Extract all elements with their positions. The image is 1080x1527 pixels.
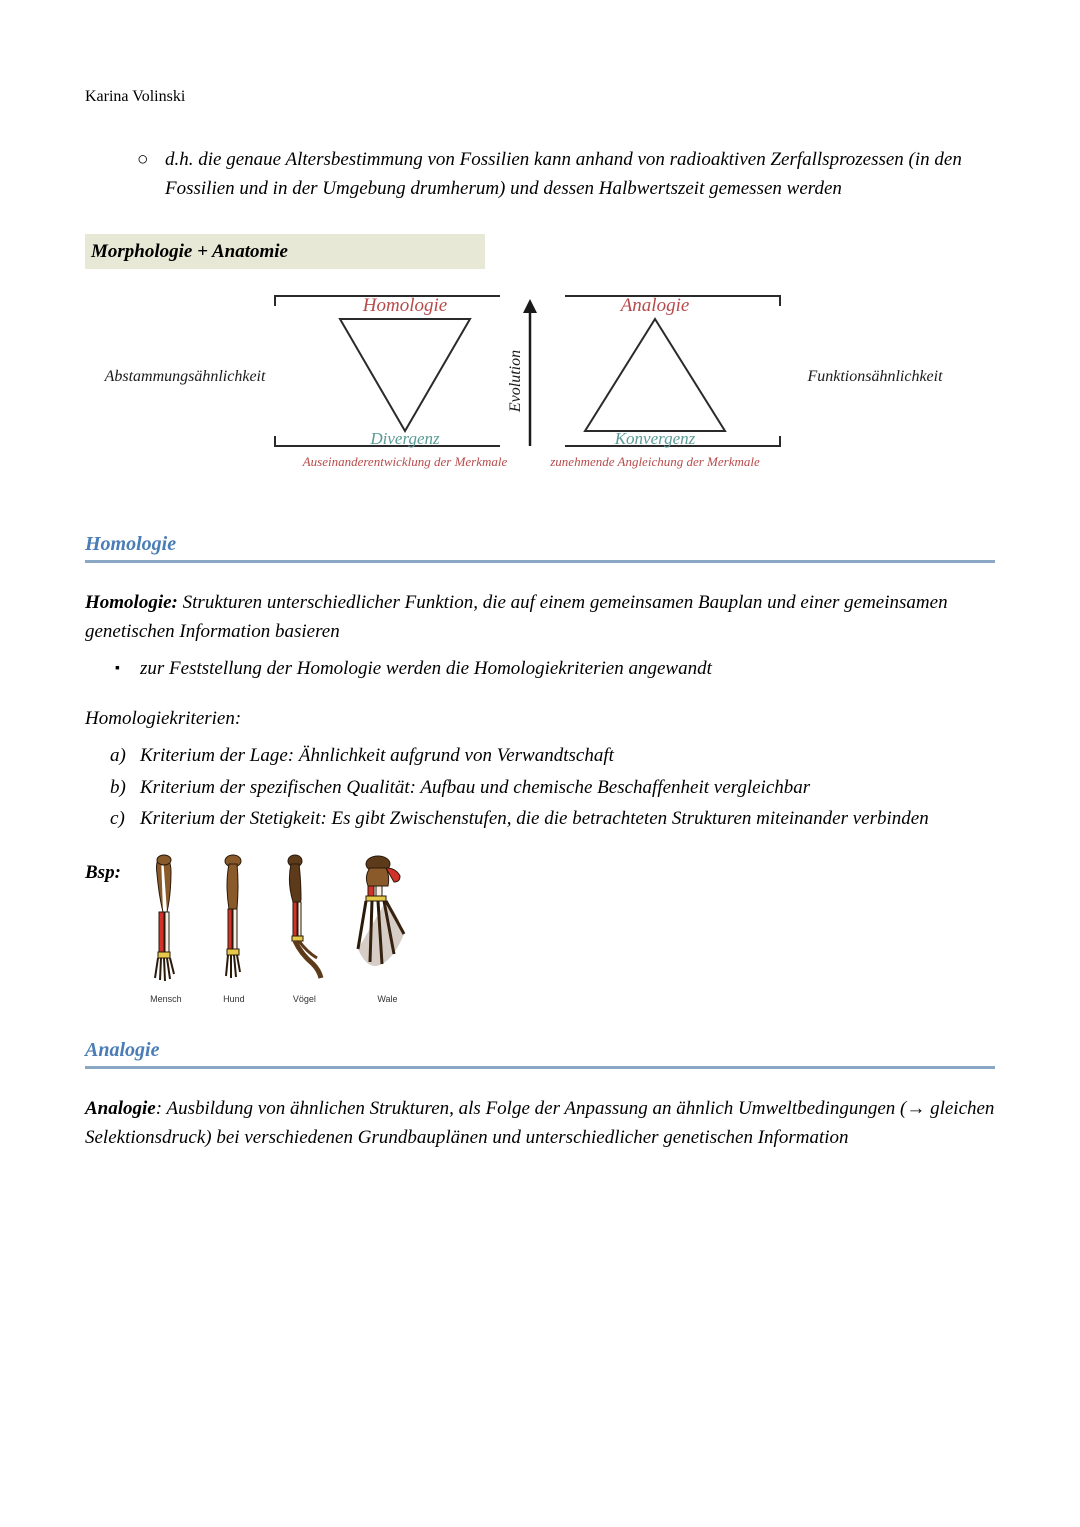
intro-bullet: d.h. die genaue Altersbestimmung von Fos… — [165, 145, 995, 204]
analogie-definition: Analogie: Ausbildung von ähnlichen Struk… — [85, 1094, 995, 1153]
homologie-def-label: Homologie: — [85, 592, 178, 613]
diagram-evolution-label: Evolution — [507, 350, 524, 413]
kriterium-b: Kriterium der spezifischen Qualität: Auf… — [140, 773, 995, 802]
limb-wale: Wale — [350, 854, 425, 1007]
analogie-def-label: Analogie — [85, 1098, 156, 1119]
limb-caption-wale: Wale — [377, 993, 397, 1007]
diagram-analogie-label: Analogie — [619, 295, 690, 316]
author-name: Karina Volinski — [85, 85, 995, 110]
limb-mensch: Mensch — [141, 854, 191, 1007]
homologie-bullets: zur Feststellung der Homologie werden di… — [85, 654, 995, 683]
diagram-auseinander-label: Auseinanderentwicklung der Merkmale — [302, 454, 508, 469]
homologie-definition: Homologie: Strukturen unterschiedlicher … — [85, 588, 995, 647]
diagram-konvergenz-label: Konvergenz — [614, 429, 696, 448]
homologie-def-text: Strukturen unterschiedlicher Funktion, d… — [85, 592, 948, 642]
bsp-label: Bsp: — [85, 854, 121, 887]
diagram-zunehmende-label: zunehmende Angleichung der Merkmale — [549, 454, 760, 469]
diagram-funktion-label: Funktionsähnlichkeit — [806, 368, 943, 385]
homologie-bullet-1: zur Feststellung der Homologie werden di… — [140, 654, 995, 683]
diagram-divergenz-label: Divergenz — [369, 429, 440, 448]
diagram-homologie-label: Homologie — [362, 295, 447, 316]
section-morphologie: Morphologie + Anatomie — [85, 234, 485, 269]
limb-caption-mensch: Mensch — [150, 993, 182, 1007]
limb-caption-hund: Hund — [223, 993, 245, 1007]
limb-hund: Hund — [209, 854, 259, 1007]
subheading-homologie: Homologie — [85, 529, 995, 563]
example-row: Bsp: Mensch — [85, 854, 995, 1007]
kriterien-title: Homologiekriterien: — [85, 704, 995, 733]
kriterium-c: Kriterium der Stetigkeit: Es gibt Zwisch… — [140, 804, 995, 833]
limb-caption-voegel: Vögel — [293, 993, 316, 1007]
limbs-illustration: Mensch Hund V — [141, 854, 425, 1007]
kriterium-a: Kriterium der Lage: Ähnlichkeit aufgrund… — [140, 741, 995, 770]
subheading-analogie: Analogie — [85, 1035, 995, 1069]
analogie-def-text: : Ausbildung von ähnlichen Strukturen, a… — [85, 1098, 994, 1148]
limb-voegel: Vögel — [277, 854, 332, 1007]
kriterien-list: Kriterium der Lage: Ähnlichkeit aufgrund… — [85, 741, 995, 833]
concept-diagram: Homologie Divergenz Abstammungsähnlichke… — [85, 281, 995, 500]
diagram-abstammung-label: Abstammungsähnlichkeit — [104, 368, 266, 385]
intro-sublist: d.h. die genaue Altersbestimmung von Fos… — [85, 145, 995, 204]
